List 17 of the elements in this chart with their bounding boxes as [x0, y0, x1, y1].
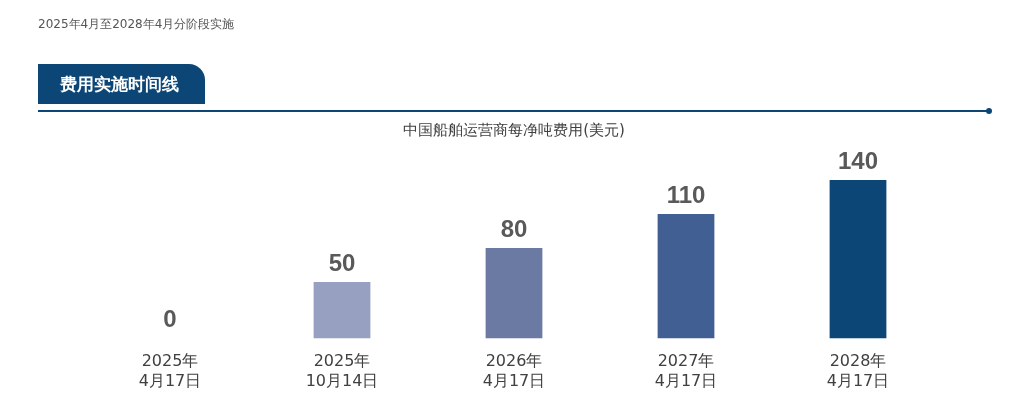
data-label: 110 [666, 180, 706, 208]
x-tick-label: 2028年 4月17日 [826, 351, 890, 390]
bar [829, 180, 887, 339]
data-label: 50 [328, 248, 356, 276]
data-label: 80 [500, 214, 528, 242]
bar [313, 281, 371, 339]
x-tick-label: 2025年 4月17日 [138, 351, 202, 390]
bar [485, 247, 543, 339]
chart-title: 费用实施时间线 [38, 64, 205, 104]
x-tick-label: 2026年 4月17日 [482, 351, 546, 390]
chart-subtitle: 中国船舶运营商每净吨费用(美元) [403, 120, 625, 139]
bar [657, 213, 715, 339]
text: 2025年4月至2028年4月分阶段实施 [38, 16, 235, 33]
data-label: 140 [837, 146, 879, 174]
x-tick-label: 2027年 4月17日 [654, 351, 718, 390]
x-tick-label: 2025年 10月14日 [305, 351, 379, 390]
data-label: 0 [163, 305, 177, 333]
